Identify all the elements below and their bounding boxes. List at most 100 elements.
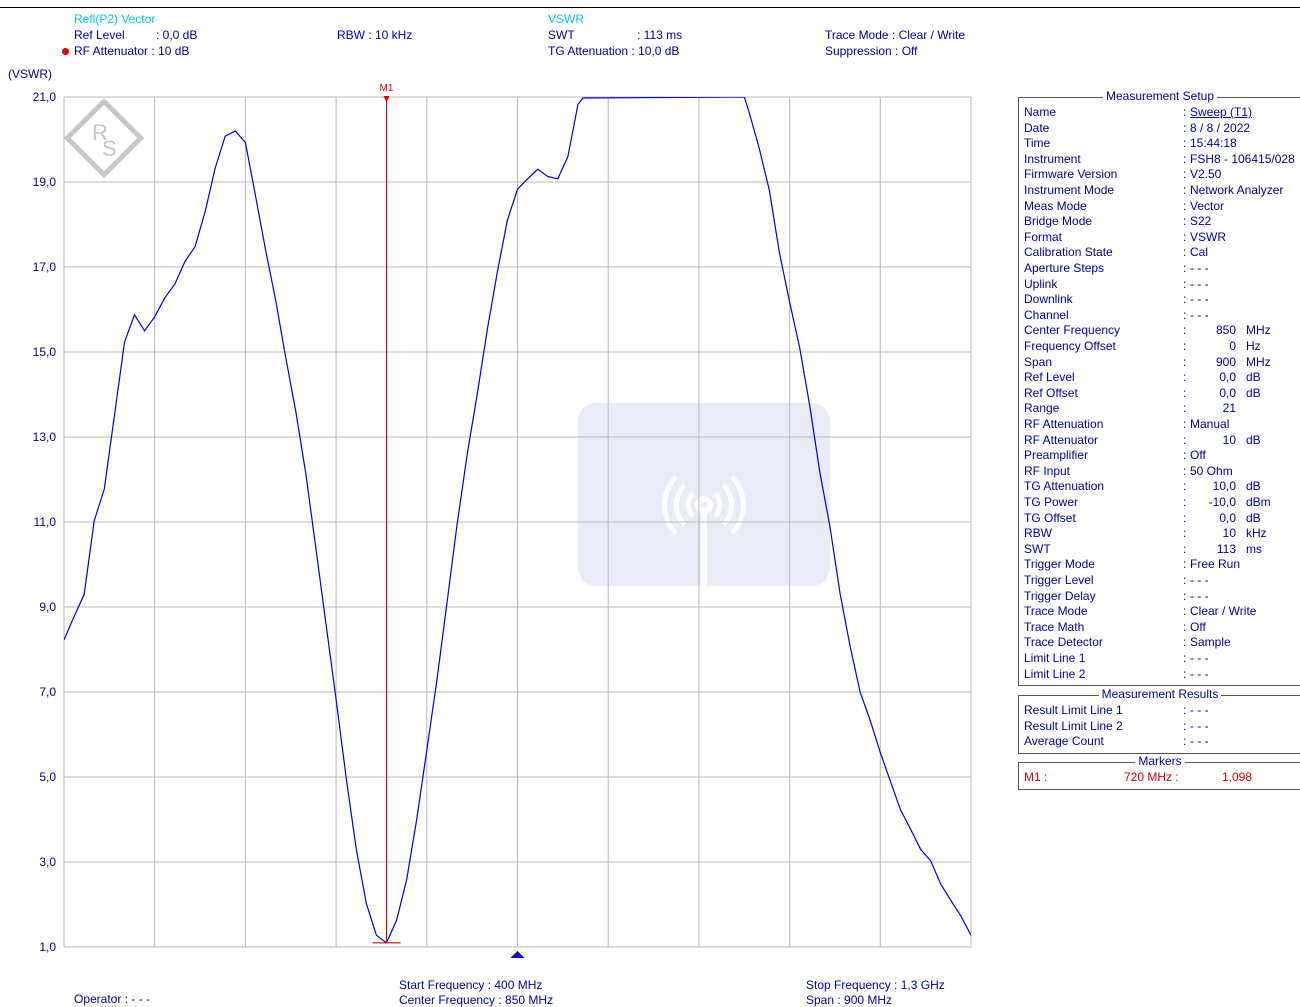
- setup-row: Range: 21: [1024, 401, 1300, 417]
- setup-row: Span: 900 MHz: [1024, 355, 1300, 371]
- setup-colon: :: [1183, 401, 1187, 416]
- setup-row: TG Power: -10,0 dBm: [1024, 495, 1300, 511]
- results-value: - - -: [1190, 734, 1209, 749]
- y-tick-label: 9,0: [39, 600, 56, 614]
- setup-key: Trace Math: [1024, 619, 1085, 634]
- tg-attenuation-label: TG Attenuation : 10,0 dB: [548, 44, 680, 58]
- start-frequency-label: Start Frequency : 400 MHz: [399, 978, 543, 992]
- y-tick-label: 11,0: [34, 515, 57, 529]
- setup-value: Off: [1190, 448, 1206, 463]
- setup-row: Downlink: - - -: [1024, 292, 1300, 308]
- rbw-label: RBW : 10 kHz: [337, 28, 413, 42]
- setup-unit: kHz: [1246, 526, 1267, 541]
- setup-row: Limit Line 1:- - -: [1024, 651, 1300, 667]
- span-label: Span : 900 MHz: [806, 993, 893, 1007]
- setup-colon: :: [1183, 666, 1187, 681]
- setup-key: Uplink: [1024, 276, 1058, 291]
- setup-colon: :: [1183, 651, 1187, 665]
- setup-key: Span: [1024, 354, 1053, 369]
- setup-row: Format: VSWR: [1024, 230, 1300, 246]
- setup-row: Center Frequency: 850 MHz: [1024, 323, 1300, 339]
- setup-colon: :: [1183, 354, 1187, 369]
- setup-value[interactable]: Sweep (T1): [1190, 105, 1253, 119]
- setup-key: RF Attenuation: [1024, 417, 1104, 431]
- antenna-mast: [700, 513, 707, 586]
- setup-value: - - -: [1190, 651, 1209, 665]
- signal-wave-left: [662, 475, 678, 535]
- setup-unit: MHz: [1246, 323, 1271, 338]
- marker-name: M1 :: [1024, 770, 1048, 784]
- setup-unit: dB: [1246, 432, 1261, 447]
- setup-colon: :: [1183, 167, 1187, 182]
- setup-colon: :: [1183, 307, 1187, 322]
- setup-row: Trigger Mode: Free Run: [1024, 557, 1300, 573]
- setup-key: Ref Offset: [1024, 385, 1078, 400]
- operator-label: Operator : - - -: [74, 992, 151, 1006]
- stop-frequency-label: Stop Frequency : 1,3 GHz: [806, 978, 945, 992]
- setup-colon: :: [1183, 557, 1187, 572]
- setup-row: RF Input:50 Ohm: [1024, 464, 1300, 480]
- results-row: Result Limit Line 2:- - -: [1024, 719, 1300, 735]
- setup-colon: :: [1183, 370, 1187, 385]
- setup-row: RF Attenuation: Manual: [1024, 417, 1300, 433]
- antenna-watermark-icon: [694, 496, 713, 514]
- setup-number: 850: [1215, 323, 1236, 338]
- setup-key: Bridge Mode: [1024, 214, 1093, 229]
- vswr-chart: 21,0 19,0 17,0 15,0 13,0 11,0 9,0 7,0 5,0 3,0 1,0 (…: [8, 67, 972, 958]
- trace-mode-label: Trace Mode : Clear / Write: [825, 28, 966, 42]
- results-value: - - -: [1190, 703, 1209, 717]
- setup-colon: :: [1183, 151, 1187, 166]
- measurement-results-title: Measurement Results: [1098, 687, 1222, 701]
- setup-value: - - -: [1190, 573, 1209, 587]
- setup-row: Channel: - - -: [1024, 308, 1300, 324]
- setup-value: - - -: [1190, 588, 1209, 603]
- y-tick-label: 17,0: [33, 260, 57, 274]
- setup-key: RF Attenuator: [1024, 432, 1099, 447]
- setup-key: Meas Mode: [1024, 198, 1087, 213]
- setup-value: - - -: [1190, 307, 1209, 322]
- setup-key: TG Attenuation: [1024, 479, 1105, 494]
- setup-row: Trace Mode: Clear / Write: [1024, 604, 1300, 620]
- setup-colon: :: [1183, 229, 1187, 244]
- setup-key: Frequency Offset: [1024, 339, 1116, 353]
- setup-key: Limit Line 1: [1024, 651, 1086, 665]
- setup-colon: :: [1183, 635, 1187, 650]
- setup-colon: :: [1183, 245, 1187, 260]
- setup-unit: dB: [1246, 385, 1261, 400]
- setup-colon: :: [1183, 463, 1187, 478]
- setup-colon: :: [1183, 292, 1187, 307]
- setup-key: Ref Level: [1024, 370, 1075, 385]
- marker-row[interactable]: M1 : 720 MHz : 1,098: [1024, 770, 1300, 786]
- setup-key: Center Frequency: [1024, 323, 1121, 338]
- setup-key: RF Input: [1024, 463, 1071, 478]
- setup-value: - - -: [1190, 292, 1209, 307]
- setup-row: RBW: 10 kHz: [1024, 526, 1300, 542]
- setup-row: Calibration State: Cal: [1024, 245, 1300, 261]
- results-colon: :: [1183, 718, 1187, 733]
- setup-row: Name: Sweep (T1): [1024, 105, 1300, 121]
- setup-colon: :: [1183, 385, 1187, 400]
- setup-value: 50 Ohm: [1190, 463, 1233, 478]
- watermark-rect: [577, 403, 830, 586]
- setup-row: Uplink: - - -: [1024, 277, 1300, 293]
- setup-colon: :: [1183, 448, 1187, 463]
- setup-row: Ref Level: 0,0 dB: [1024, 370, 1300, 386]
- setup-value: - - -: [1190, 666, 1209, 681]
- setup-key: Instrument Mode: [1024, 183, 1115, 197]
- setup-row: Trace Math: Off: [1024, 620, 1300, 636]
- suppression-label: Suppression : Off: [825, 44, 918, 58]
- top-border-line: [0, 7, 1300, 8]
- results-key: Result Limit Line 1: [1024, 703, 1123, 717]
- setup-key: Trace Detector: [1024, 635, 1103, 650]
- setup-key: Format: [1024, 229, 1063, 244]
- vswr-trace-line: [64, 97, 971, 944]
- setup-row: Limit Line 2:- - -: [1024, 667, 1300, 683]
- marker-triangle-icon: [383, 96, 390, 102]
- setup-row: Trace Detector: Sample: [1024, 635, 1300, 651]
- y-tick-label: 21,0: [33, 90, 57, 104]
- setup-row: Ref Offset: 0,0 dB: [1024, 386, 1300, 402]
- signal-wave-left: [673, 483, 687, 527]
- setup-key: Downlink: [1024, 292, 1073, 307]
- setup-colon: :: [1183, 276, 1187, 291]
- rs-logo-letter-s: S: [102, 136, 117, 161]
